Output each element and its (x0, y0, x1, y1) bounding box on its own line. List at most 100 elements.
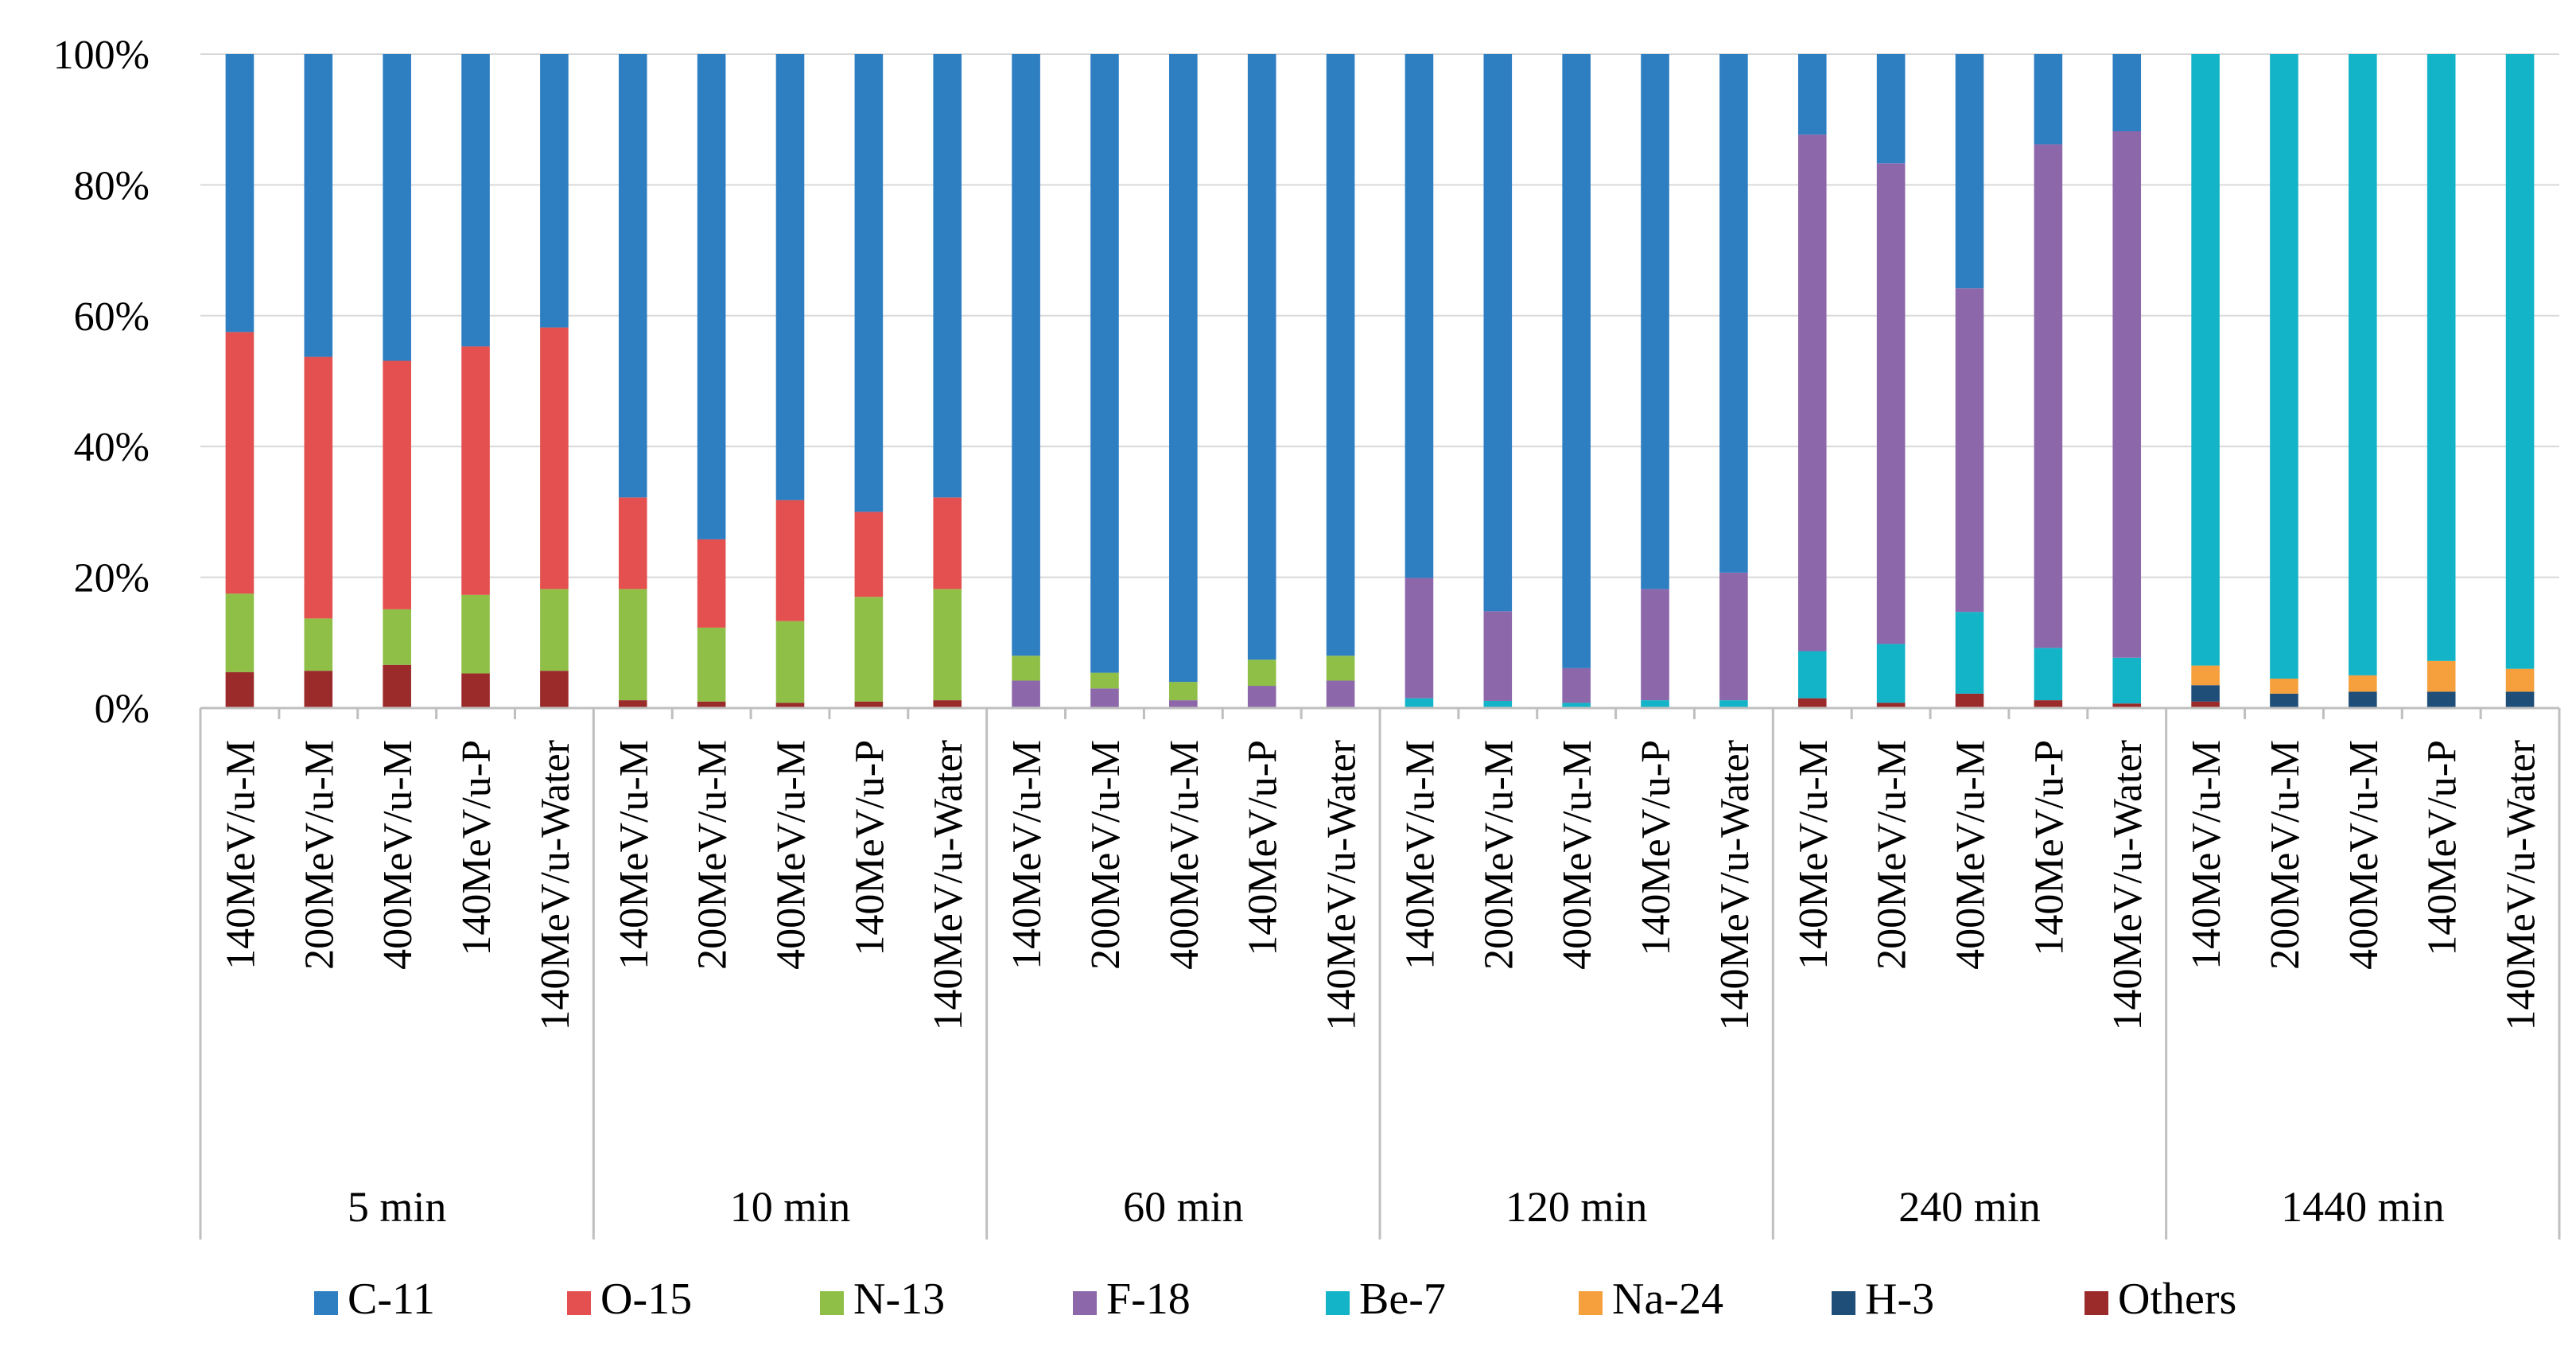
category-label: 400MeV/u-M (375, 740, 421, 970)
bar-segment-o-15 (383, 360, 411, 609)
bar-segment-h-3 (2426, 691, 2456, 708)
bar-segment-o-15 (618, 497, 647, 590)
bar-segment-c-11 (461, 54, 490, 347)
legend-swatch-others (2085, 1291, 2108, 1315)
category-label: 200MeV/u-M (297, 740, 342, 970)
bar-segment-be-7 (1405, 698, 1434, 708)
y-tick-label: 80% (74, 163, 150, 208)
bar-segment-c-11 (1955, 54, 1984, 289)
bar-segment-be-7 (2270, 54, 2298, 679)
bar-segment-n-13 (1326, 656, 1355, 681)
bar-segment-be-7 (1876, 644, 1906, 703)
legend-swatch-n-13 (820, 1291, 844, 1315)
bar-segment-n-13 (618, 589, 647, 701)
bar-segment-c-11 (1719, 54, 1748, 573)
bar-segment-be-7 (1641, 700, 1669, 708)
bar-segment-c-11 (2112, 54, 2142, 131)
legend-swatch-c-11 (314, 1291, 338, 1315)
bar-segment-be-7 (2191, 54, 2220, 666)
legend-label: Be-7 (1359, 1275, 1446, 1324)
bar-segment-h-3 (2505, 691, 2535, 708)
bar-segment-o-15 (697, 539, 726, 628)
bar-segment-be-7 (1719, 700, 1748, 708)
bar-segment-h-3 (2191, 685, 2220, 702)
bar-segment-c-11 (540, 54, 569, 328)
group-label: 240 min (1898, 1183, 2041, 1231)
bar-segment-c-11 (383, 54, 411, 361)
bar-segment-n-13 (697, 627, 726, 702)
category-label: 400MeV/u-M (769, 740, 814, 970)
bar-segment-o-15 (304, 356, 333, 619)
legend-swatch-na-24 (1579, 1291, 1603, 1315)
bar-segment-c-11 (933, 54, 962, 498)
bar-segment-others (697, 701, 726, 708)
bar-segment-f-18 (1090, 688, 1119, 708)
category-label: 140MeV/u-P (2420, 740, 2465, 956)
bar-segment-others (2112, 703, 2142, 708)
category-label: 140MeV/u-Water (926, 740, 971, 1030)
bar-segment-others (540, 671, 569, 708)
legend-swatch-o-15 (567, 1291, 591, 1315)
bar-segment-n-13 (461, 594, 490, 674)
bar-segment-others (1797, 698, 1827, 708)
y-axis-tick-labels: 0% 20% 40% 60% 80% 100% (53, 33, 150, 732)
legend-swatch-f-18 (1073, 1291, 1097, 1315)
category-label: 140MeV/u-M (1791, 740, 1836, 970)
bar-segment-o-15 (933, 497, 962, 590)
bar-segment-c-11 (697, 54, 726, 539)
category-label: 140MeV/u-Water (533, 740, 578, 1030)
category-label: 200MeV/u-M (690, 740, 736, 970)
bar-segment-n-13 (933, 589, 962, 701)
bar-segment-c-11 (1797, 54, 1827, 135)
bar-segment-f-18 (1641, 589, 1669, 701)
bar-segment-n-13 (304, 618, 333, 671)
bars (225, 54, 2535, 708)
bar-segment-others (933, 700, 962, 708)
category-label: 200MeV/u-M (1870, 740, 1915, 970)
y-tick-label: 60% (74, 294, 150, 340)
bar-segment-c-11 (304, 54, 333, 357)
category-label: 140MeV/u-P (847, 740, 892, 956)
bar-segment-be-7 (1797, 651, 1827, 699)
category-label: 400MeV/u-M (1555, 740, 1600, 970)
bar-segment-c-11 (1562, 54, 1591, 668)
bar-segment-be-7 (2349, 54, 2377, 675)
bar-segment-others (383, 664, 411, 708)
bar-segment-n-13 (225, 593, 254, 672)
category-label: 140MeV/u-P (1634, 740, 1679, 956)
bar-segment-o-15 (775, 500, 805, 621)
bar-segment-c-11 (1247, 54, 1276, 660)
group-label: 5 min (348, 1183, 447, 1231)
bar-segment-f-18 (1483, 611, 1513, 701)
bar-segment-be-7 (2505, 54, 2535, 669)
bar-segment-others (854, 701, 884, 708)
legend: C-11 O-15 N-13 F-18 Be-7 Na-24 H-3 Others (314, 1275, 2236, 1324)
category-label: 140MeV/u-P (454, 740, 499, 956)
category-label: 400MeV/u-M (1949, 740, 1994, 970)
bar-segment-f-18 (1562, 667, 1591, 703)
bar-segment-h-3 (2270, 693, 2298, 708)
bar-segment-n-13 (854, 597, 884, 702)
bar-segment-others (304, 671, 333, 708)
category-label: 140MeV/u-Water (2105, 740, 2151, 1030)
bar-segment-others (461, 673, 490, 708)
group-labels: 5 min 10 min 60 min 120 min 240 min 1440 min (348, 1183, 2445, 1231)
bar-segment-f-18 (1719, 572, 1748, 701)
bar-segment-f-18 (2112, 130, 2142, 658)
group-label: 10 min (730, 1183, 851, 1231)
bar-segment-c-11 (1641, 54, 1669, 590)
legend-swatch-be-7 (1326, 1291, 1350, 1315)
category-label: 140MeV/u-Water (1319, 740, 1365, 1030)
bar-segment-na-24 (2191, 665, 2220, 686)
bar-segment-f-18 (1012, 680, 1040, 707)
y-tick-label: 0% (95, 687, 150, 732)
bar-segment-c-11 (225, 54, 254, 333)
bar-segment-na-24 (2270, 679, 2298, 694)
bar-segment-c-11 (1326, 54, 1355, 656)
bar-segment-c-11 (775, 54, 805, 500)
bar-segment-n-13 (1247, 660, 1276, 687)
bar-segment-c-11 (618, 54, 647, 498)
category-label: 140MeV/u-M (1397, 740, 1443, 970)
bar-segment-na-24 (2349, 675, 2377, 692)
